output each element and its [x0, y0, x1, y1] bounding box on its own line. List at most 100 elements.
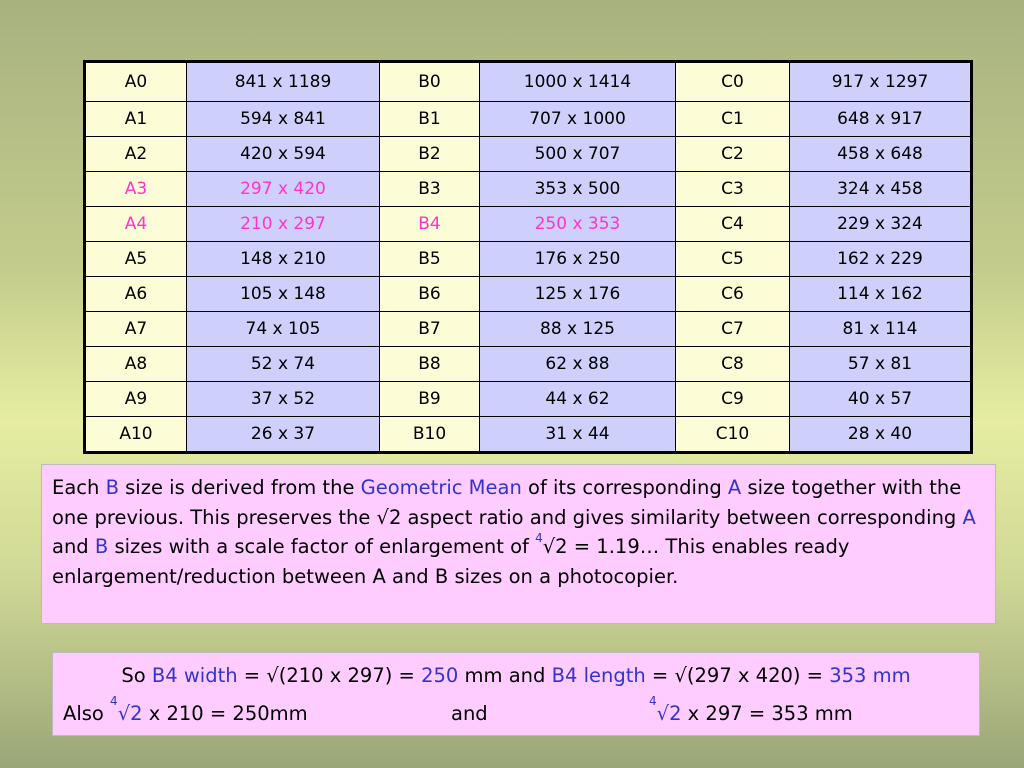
size-name-cell: C6: [675, 276, 790, 312]
size-dimensions-cell: 229 x 324: [789, 206, 972, 242]
size-name-cell: A3: [84, 171, 187, 207]
size-name-cell: A9: [84, 381, 187, 417]
calc-text: x 297 = 353 mm: [681, 702, 853, 725]
calc-highlight: B4 width: [151, 664, 238, 687]
table-row: A5 148 x 210 B5 176 x 250 C5 162 x 229: [84, 241, 972, 277]
size-dimensions-cell: 114 x 162: [789, 276, 972, 312]
table-row: A6 105 x 148 B6 125 x 176 C6 114 x 162: [84, 276, 972, 312]
paper-sizes-table: A0 841 x 1189 B0 1000 x 1414 C0 917 x 1297 A1 5…: [83, 60, 973, 454]
size-name-cell: C3: [675, 171, 790, 207]
table-row: A9 37 x 52 B9 44 x 62 C9 40 x 57: [84, 381, 972, 417]
size-name-cell: B8: [379, 346, 480, 382]
size-name-cell: B9: [379, 381, 480, 417]
size-name-cell: A6: [84, 276, 187, 312]
size-name-cell: C9: [675, 381, 790, 417]
calc-text: Also: [63, 702, 111, 725]
table-row: A8 52 x 74 B8 62 x 88 C8 57 x 81: [84, 346, 972, 382]
root-index: 4: [535, 531, 543, 545]
size-name-cell: B4: [379, 206, 480, 242]
size-dimensions-cell: 125 x 176: [479, 276, 676, 312]
calc-text: x 210 = 250mm: [142, 702, 308, 725]
explanation-highlight: B: [105, 476, 119, 499]
size-name-cell: A10: [84, 416, 187, 453]
size-dimensions-cell: 52 x 74: [186, 346, 380, 382]
size-dimensions-cell: 458 x 648: [789, 136, 972, 172]
explanation-text: Each: [52, 476, 106, 499]
size-name-cell: C2: [675, 136, 790, 172]
calc-highlight: 250: [421, 664, 459, 687]
size-name-cell: B2: [379, 136, 480, 172]
table-row: A3 297 x 420 B3 353 x 500 C3 324 x 458: [84, 171, 972, 207]
calc-highlight: √2: [656, 702, 682, 725]
calc-second-part: 4√2 x 297 = 353 mm: [649, 695, 853, 733]
explanation-text: size together with the one previous. Thi…: [52, 476, 963, 529]
calculation-line-2: Also 4√2 x 210 = 250mm and 4√2 x 297 = 3…: [63, 695, 969, 733]
size-name-cell: B1: [379, 101, 480, 137]
explanation-text: √2 = 1.19… This enables ready enlargemen…: [52, 535, 850, 588]
explanation-box: Each B size is derived from the Geometri…: [41, 464, 996, 624]
size-dimensions-cell: 176 x 250: [479, 241, 676, 277]
size-name-cell: A5: [84, 241, 187, 277]
table-row: A10 26 x 37 B10 31 x 44 C10 28 x 40: [84, 416, 972, 453]
size-dimensions-cell: 81 x 114: [789, 311, 972, 347]
size-dimensions-cell: 31 x 44: [479, 416, 676, 453]
size-dimensions-cell: 917 x 1297: [789, 61, 972, 102]
size-name-cell: A7: [84, 311, 187, 347]
calc-also-part: Also 4√2 x 210 = 250mm: [63, 695, 308, 733]
size-dimensions-cell: 500 x 707: [479, 136, 676, 172]
size-name-cell: A2: [84, 136, 187, 172]
table-row: A4 210 x 297 B4 250 x 353 C4 229 x 324: [84, 206, 972, 242]
size-name-cell: C0: [675, 61, 790, 102]
size-dimensions-cell: 62 x 88: [479, 346, 676, 382]
size-name-cell: A0: [84, 61, 187, 102]
explanation-text: and: [52, 535, 95, 558]
size-dimensions-cell: 707 x 1000: [479, 101, 676, 137]
table-row: A7 74 x 105 B7 88 x 125 C7 81 x 114: [84, 311, 972, 347]
size-dimensions-cell: 105 x 148: [186, 276, 380, 312]
calc-highlight: √2: [117, 702, 143, 725]
size-name-cell: A4: [84, 206, 187, 242]
size-dimensions-cell: 148 x 210: [186, 241, 380, 277]
calc-highlight: B4 length: [551, 664, 646, 687]
calc-highlight: 353 mm: [829, 664, 911, 687]
size-name-cell: A1: [84, 101, 187, 137]
size-name-cell: C10: [675, 416, 790, 453]
size-name-cell: C7: [675, 311, 790, 347]
size-dimensions-cell: 37 x 52: [186, 381, 380, 417]
explanation-highlight: B: [94, 535, 109, 558]
size-name-cell: B5: [379, 241, 480, 277]
size-dimensions-cell: 28 x 40: [789, 416, 972, 453]
size-name-cell: B0: [379, 61, 480, 102]
size-dimensions-cell: 57 x 81: [789, 346, 972, 382]
size-dimensions-cell: 297 x 420: [186, 171, 380, 207]
size-name-cell: C1: [675, 101, 790, 137]
size-dimensions-cell: 40 x 57: [789, 381, 972, 417]
explanation-highlight: A: [727, 476, 742, 499]
size-name-cell: A8: [84, 346, 187, 382]
size-dimensions-cell: 162 x 229: [789, 241, 972, 277]
calc-text: mm and: [458, 664, 552, 687]
root-index: 4: [110, 694, 118, 708]
size-dimensions-cell: 594 x 841: [186, 101, 380, 137]
table-row: A0 841 x 1189 B0 1000 x 1414 C0 917 x 1297: [84, 61, 972, 102]
size-name-cell: B10: [379, 416, 480, 453]
calculation-box: So B4 width = √(210 x 297) = 250 mm and …: [52, 652, 980, 736]
size-dimensions-cell: 210 x 297: [186, 206, 380, 242]
explanation-highlight: Geometric Mean: [360, 476, 522, 499]
size-name-cell: B3: [379, 171, 480, 207]
calc-text: So: [121, 664, 152, 687]
size-dimensions-cell: 648 x 917: [789, 101, 972, 137]
size-dimensions-cell: 26 x 37: [186, 416, 380, 453]
calc-and: and: [451, 702, 488, 725]
calc-text: = √(297 x 420) =: [645, 664, 830, 687]
size-name-cell: B6: [379, 276, 480, 312]
size-name-cell: B7: [379, 311, 480, 347]
size-name-cell: C5: [675, 241, 790, 277]
explanation-text: size is derived from the: [118, 476, 361, 499]
size-dimensions-cell: 420 x 594: [186, 136, 380, 172]
calc-text: = √(210 x 297) =: [237, 664, 422, 687]
size-dimensions-cell: 74 x 105: [186, 311, 380, 347]
explanation-highlight: A: [962, 505, 976, 529]
explanation-text: sizes with a scale factor of enlargement…: [108, 535, 536, 558]
size-dimensions-cell: 44 x 62: [479, 381, 676, 417]
